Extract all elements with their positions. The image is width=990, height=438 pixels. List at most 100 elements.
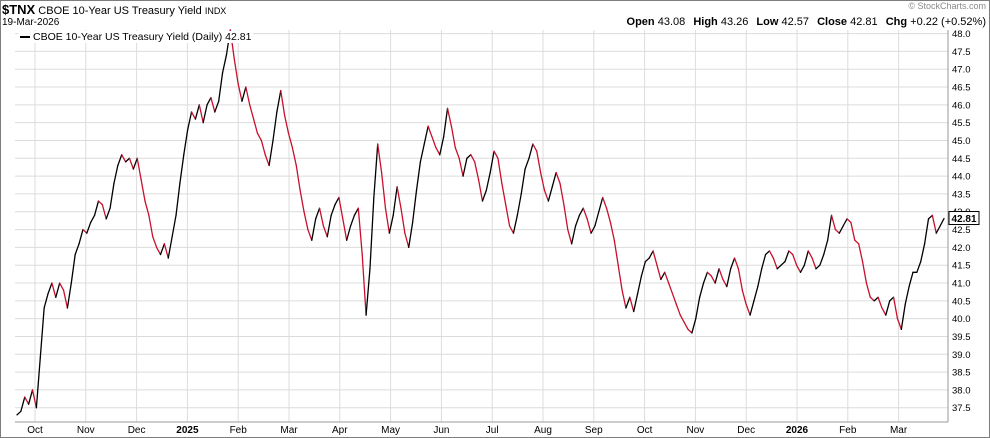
- price-segment: [82, 228, 88, 234]
- price-segment: [43, 293, 49, 309]
- price-segment: [346, 225, 352, 241]
- price-segment: [873, 296, 879, 302]
- price-segment: [667, 282, 674, 295]
- price-segment: [741, 289, 747, 306]
- price-segment: [221, 54, 228, 74]
- price-segment: [272, 111, 278, 142]
- price-segment: [737, 268, 743, 291]
- price-segment: [904, 285, 910, 306]
- price-segment: [415, 161, 422, 192]
- price-segment: [187, 111, 193, 131]
- price-segment: [505, 203, 511, 227]
- price-segment: [695, 296, 701, 320]
- price-segment: [582, 207, 588, 220]
- price-segment: [714, 268, 720, 284]
- price-segment: [908, 271, 914, 288]
- x-tick-label: Feb: [839, 425, 857, 436]
- price-segment: [377, 143, 383, 174]
- y-tick-label: 39.0: [952, 350, 971, 361]
- price-segment: [636, 275, 643, 295]
- low-value: 42.57: [781, 16, 810, 28]
- price-segment: [889, 296, 895, 302]
- price-segment: [287, 132, 294, 149]
- price-segment: [675, 303, 681, 316]
- price-segment: [241, 86, 247, 102]
- close-label: Close: [817, 16, 848, 28]
- price-segment: [749, 300, 755, 316]
- price-segment: [609, 221, 615, 241]
- x-tick-label: Apr: [332, 425, 348, 436]
- x-tick-label: Oct: [27, 425, 43, 436]
- price-segment: [823, 239, 829, 256]
- x-axis: Oct Nov Dec 2025 Feb Mar Apr May Jun Jul Aug Sep Oct…: [27, 425, 908, 436]
- exchange-label: INDX: [204, 6, 227, 16]
- price-segment: [846, 218, 852, 224]
- y-tick-label: 47.5: [952, 47, 971, 58]
- price-segment: [338, 196, 344, 220]
- price-segment: [249, 104, 255, 120]
- price-segment: [687, 328, 693, 334]
- price-segment: [648, 250, 654, 259]
- price-segment: [140, 179, 146, 202]
- price-segment: [842, 218, 848, 227]
- price-segment: [218, 72, 224, 102]
- price-segment: [109, 182, 115, 209]
- price-segment: [27, 389, 34, 405]
- price-segment: [896, 317, 902, 331]
- price-segment: [264, 154, 270, 167]
- price-segment: [268, 139, 274, 167]
- price-segment: [90, 214, 96, 224]
- price-segment: [16, 410, 22, 416]
- x-tick-label: Feb: [230, 425, 248, 436]
- price-segment: [850, 221, 856, 241]
- price-segment: [477, 179, 484, 202]
- price-segment: [613, 239, 619, 266]
- price-segment: [683, 321, 689, 331]
- price-segment: [644, 257, 650, 263]
- price-segment: [439, 136, 445, 156]
- price-segment: [62, 289, 69, 309]
- price-segment: [423, 125, 429, 145]
- price-segment: [567, 228, 573, 245]
- price-segment: [931, 214, 937, 234]
- price-segment: [768, 250, 774, 259]
- price-segment: [470, 154, 476, 163]
- price-segment: [745, 303, 751, 316]
- price-segment: [826, 214, 833, 241]
- x-tick-label: Oct: [637, 425, 653, 436]
- price-segment: [594, 211, 600, 227]
- price-segment: [86, 221, 92, 234]
- price-segment: [764, 250, 771, 256]
- price-segment: [578, 207, 584, 216]
- y-tick-label: 44.5: [952, 154, 971, 165]
- price-segment: [237, 82, 243, 102]
- price-segment: [136, 157, 142, 181]
- price-segment: [148, 214, 154, 238]
- price-segment: [605, 207, 612, 224]
- price-segment: [916, 260, 922, 273]
- price-segment: [481, 189, 487, 202]
- y-tick-label: 42.0: [952, 243, 971, 254]
- x-tick-label: Dec: [737, 425, 755, 436]
- price-segment: [369, 196, 375, 270]
- price-segment: [574, 214, 581, 227]
- price-segment: [307, 228, 313, 241]
- price-segment: [404, 232, 410, 249]
- x-tick-label: Nov: [687, 425, 705, 436]
- y-tick-label: 39.5: [952, 332, 971, 343]
- price-segment: [865, 282, 871, 298]
- price-segment: [671, 293, 678, 306]
- price-segment: [702, 271, 709, 284]
- price-segment: [74, 243, 80, 256]
- price-segment: [66, 282, 72, 309]
- gridlines: [15, 30, 949, 423]
- price-segment: [551, 171, 557, 188]
- price-segment: [543, 189, 550, 202]
- legend: CBOE 10-Year US Treasury Yield (Daily) 4…: [18, 31, 254, 43]
- x-tick-label: Dec: [128, 425, 146, 436]
- price-segment: [245, 86, 251, 106]
- last-value-box: [948, 211, 980, 226]
- price-segment: [617, 264, 623, 291]
- price-segment: [342, 218, 348, 241]
